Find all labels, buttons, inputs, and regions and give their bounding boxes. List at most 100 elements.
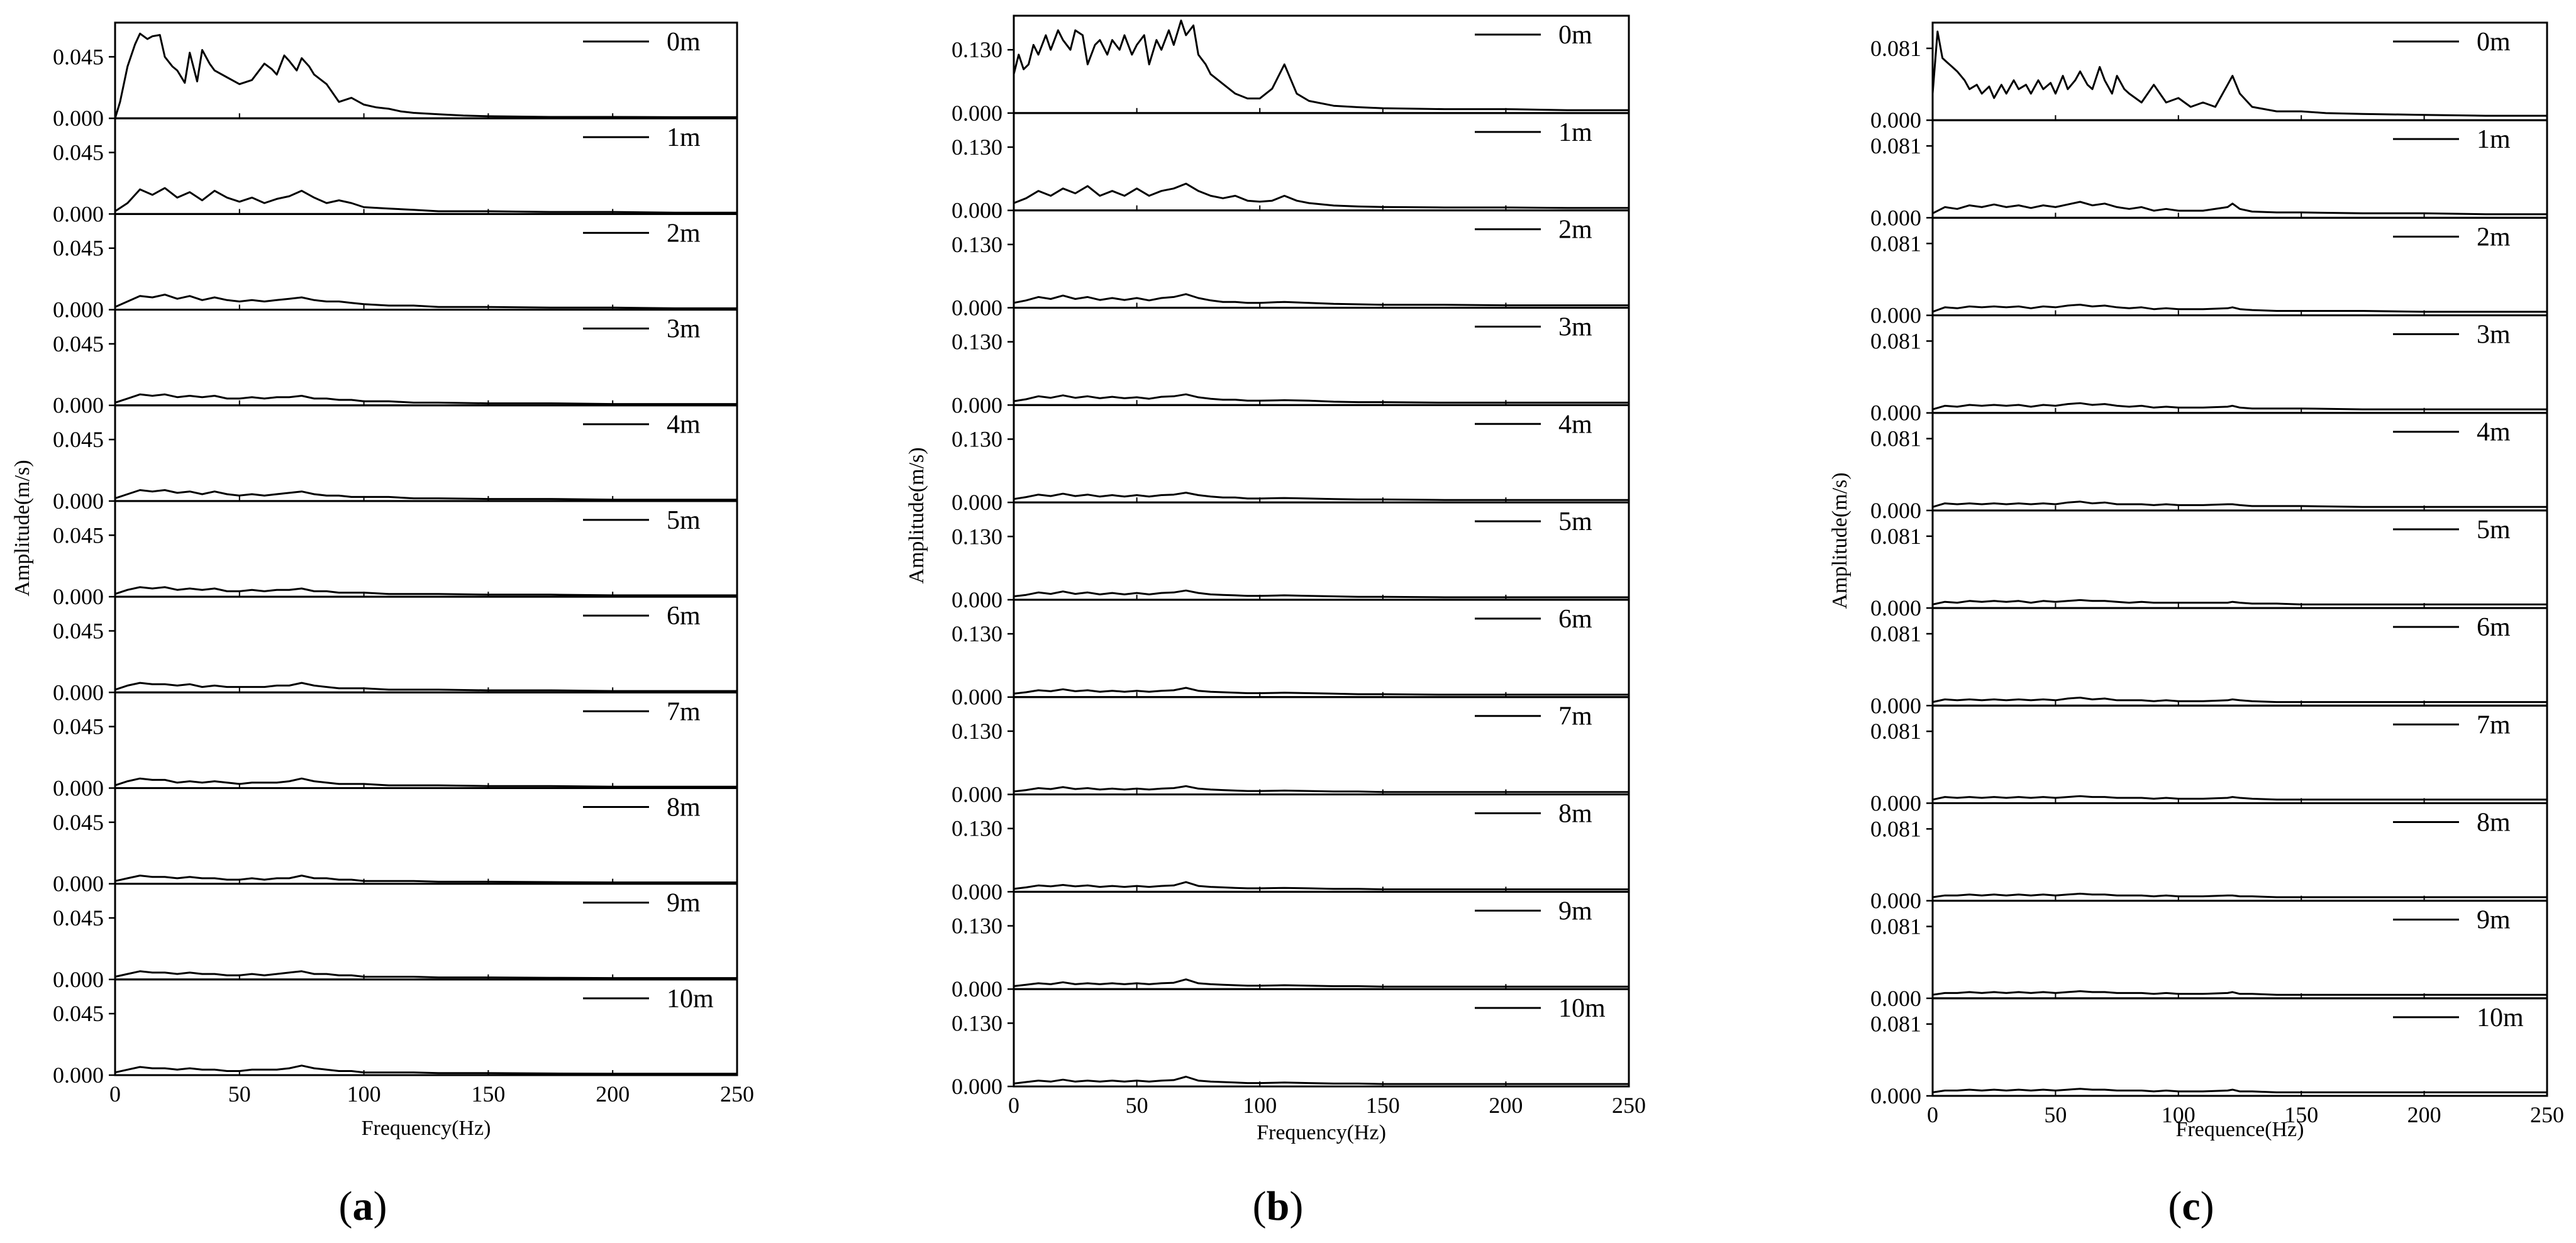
subplot-frame	[1931, 119, 2548, 219]
y-tick-label: 0.000	[1870, 205, 1921, 230]
y-tick-label: 0.000	[53, 489, 104, 514]
subplot-frame	[1931, 21, 2548, 121]
legend-label: 0m	[667, 28, 701, 57]
legend-label: 7m	[1558, 702, 1592, 731]
subplot-a-5m: 0.000 0.045 5m	[53, 500, 738, 609]
series-line-1m	[1932, 201, 2547, 216]
legend-label: 6m	[667, 602, 701, 631]
subplot-frame	[114, 595, 738, 693]
series-line-9m	[1932, 990, 2547, 996]
panel-caption: (c)	[2168, 1183, 2214, 1229]
subplot-frame	[114, 117, 738, 215]
x-tick-label: 150	[1366, 1093, 1400, 1118]
series-line-0m	[1013, 19, 1629, 111]
y-tick-label: 0.081	[1870, 914, 1921, 939]
legend-label: 1m	[1558, 118, 1592, 147]
subplot-b-8m: 0.000 0.130 8m	[952, 793, 1630, 904]
y-tick-label: 0.045	[53, 331, 104, 356]
subplot-c-7m: 0.000 0.081 7m	[1870, 704, 2548, 815]
y-tick-label: 0.000	[952, 587, 1002, 612]
legend-label: 5m	[667, 506, 701, 535]
y-tick-label: 0.000	[952, 101, 1002, 126]
y-tick-label: 0.081	[1870, 816, 1921, 841]
subplot-frame	[114, 883, 738, 981]
subplot-a-9m: 0.000 0.045 9m	[53, 883, 738, 992]
panel-b: 0.0000.1300m0.0000.1301m0.0000.1302m0.00…	[905, 14, 1646, 1229]
series-line-1m	[1013, 182, 1629, 209]
y-axis-label: Amplitude(m/s)	[1828, 472, 1852, 609]
series-line-6m	[114, 682, 737, 692]
y-tick-label: 0.130	[952, 621, 1002, 646]
y-tick-label: 0.045	[53, 810, 104, 835]
y-tick-label: 0.130	[952, 232, 1002, 257]
y-tick-label: 0.081	[1870, 524, 1921, 549]
x-tick-label: 100	[1243, 1093, 1277, 1118]
legend-label: 7m	[667, 697, 701, 726]
legend-label: 10m	[667, 985, 714, 1014]
legend-label: 10m	[2477, 1003, 2524, 1032]
y-tick-label: 0.000	[1870, 986, 1921, 1011]
y-tick-label: 0.000	[53, 680, 104, 705]
y-tick-label: 0.000	[53, 297, 104, 323]
y-tick-label: 0.000	[952, 490, 1002, 515]
y-tick-label: 0.045	[53, 905, 104, 931]
subplot-b-6m: 0.000 0.130 6m	[952, 599, 1630, 710]
x-tick-label: 0	[109, 1081, 121, 1107]
series-line-10m	[114, 1064, 737, 1075]
y-tick-label: 0.000	[952, 685, 1002, 710]
y-tick-label: 0.081	[1870, 231, 1921, 256]
y-tick-label: 0.000	[1870, 693, 1921, 718]
legend-label: 9m	[2477, 906, 2511, 935]
series-line-0m	[1931, 30, 2547, 117]
subplot-frame	[1931, 607, 2548, 707]
legend-label: 1m	[2477, 125, 2511, 154]
subplot-frame	[1931, 412, 2548, 512]
y-tick-label: 0.000	[952, 198, 1002, 223]
y-tick-label: 0.130	[952, 719, 1002, 744]
y-tick-label: 0.000	[1870, 108, 1921, 133]
panel-letter: a	[353, 1183, 374, 1229]
subplot-a-4m: 0.000 0.045 4m	[53, 404, 738, 514]
subplot-a-0m: 0.000 0.045 0m	[53, 21, 738, 131]
x-axis-label: Frequency(Hz)	[362, 1117, 491, 1140]
subplot-a-6m: 0.000 0.045 6m	[53, 595, 738, 705]
series-line-7m	[1932, 795, 2547, 801]
subplot-c-2m: 0.000 0.081 2m	[1870, 216, 2548, 328]
y-tick-label: 0.045	[53, 427, 104, 452]
legend-label: 6m	[1558, 605, 1592, 634]
x-tick-label: 250	[720, 1081, 754, 1107]
subplot-b-10m: 0.000 0.130 10m	[952, 988, 1630, 1099]
series-line-5m	[1932, 599, 2547, 605]
x-tick-label: 50	[2044, 1102, 2067, 1127]
y-tick-label: 0.081	[1870, 426, 1921, 451]
legend-label: 8m	[1558, 800, 1592, 829]
y-tick-label: 0.000	[952, 392, 1002, 417]
legend-label: 2m	[667, 219, 701, 248]
series-line-4m	[1013, 492, 1629, 501]
y-axis-label: Amplitude(m/s)	[905, 447, 928, 583]
y-tick-label: 0.000	[1870, 401, 1921, 426]
y-tick-label: 0.130	[952, 524, 1002, 549]
y-tick-label: 0.130	[952, 914, 1002, 939]
series-line-2m	[1932, 304, 2547, 313]
series-line-7m	[1013, 785, 1629, 793]
y-tick-label: 0.000	[1870, 303, 1921, 328]
x-tick-label: 150	[2284, 1102, 2318, 1127]
panel-caption: (a)	[339, 1183, 387, 1229]
y-tick-label: 0.000	[952, 1074, 1002, 1099]
legend-label: 8m	[2477, 808, 2511, 837]
subplot-b-1m: 0.000 0.130 1m	[952, 112, 1630, 223]
legend-label: 3m	[2477, 321, 2511, 350]
subplot-b-2m: 0.000 0.130 2m	[952, 209, 1630, 320]
x-tick-label: 50	[228, 1081, 251, 1107]
subplot-frame	[1013, 404, 1630, 504]
subplot-c-5m: 0.000 0.081 5m	[1870, 509, 2548, 621]
subplot-c-1m: 0.000 0.081 1m	[1870, 119, 2548, 230]
subplot-frame	[1931, 997, 2548, 1097]
y-tick-label: 0.000	[1870, 888, 1921, 914]
y-tick-label: 0.000	[53, 584, 104, 609]
y-tick-label: 0.130	[952, 329, 1002, 355]
y-tick-label: 0.045	[53, 618, 104, 643]
subplot-b-3m: 0.000 0.130 3m	[952, 306, 1630, 417]
